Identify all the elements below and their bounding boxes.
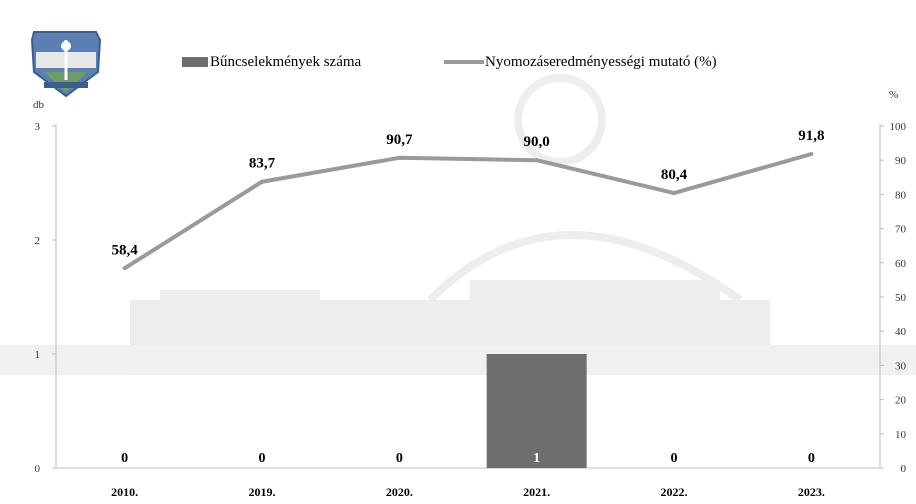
bar-series [486, 354, 587, 468]
bar-value-label: 0 [121, 451, 128, 466]
line-point [534, 158, 539, 163]
chart-legend: Bűncselekmények száma Nyomozáseredményes… [182, 54, 717, 70]
right-tick-label: 80 [895, 189, 907, 201]
legend-bar-label: Bűncselekmények száma [210, 54, 362, 70]
x-tick-label: 2019. [249, 485, 276, 499]
line-value-label: 90,0 [524, 134, 550, 150]
line-point [397, 155, 402, 160]
legend-bar-swatch [182, 57, 208, 67]
right-tick-label: 50 [895, 292, 907, 304]
left-tick-label: 2 [35, 235, 41, 247]
line-point [672, 191, 676, 196]
line-point [809, 152, 814, 157]
legend-line-label: Nyomozáseredményességi mutató (%) [485, 54, 717, 70]
bar-value-label: 0 [396, 451, 403, 466]
right-tick-label: 40 [895, 326, 907, 338]
x-tick-label: 2021. [523, 485, 550, 499]
bar-value-label: 0 [259, 451, 266, 466]
bar-value-label: 1 [533, 451, 540, 466]
line-point [260, 179, 264, 184]
police-badge-icon [30, 31, 102, 98]
left-tick-label: 3 [35, 121, 41, 133]
left-tick-label: 1 [35, 349, 41, 361]
bar-value-label: 0 [808, 451, 815, 466]
bar [486, 354, 587, 468]
data-labels: 0 0 0 1 0 0 58,4 83,7 90,7 90,0 80,4 91,8 [112, 128, 825, 466]
right-tick-label: 0 [901, 463, 907, 475]
right-tick-label: 90 [895, 155, 907, 167]
x-tick-label: 2020. [386, 485, 413, 499]
line-path [123, 152, 812, 270]
line-point [122, 266, 127, 271]
line-value-label: 91,8 [798, 128, 824, 144]
x-tick-label: 2022. [661, 485, 688, 499]
right-tick-label: 20 [895, 395, 907, 407]
line-value-label: 58,4 [112, 242, 139, 258]
right-tick-label: 10 [895, 429, 907, 441]
line-value-label: 80,4 [661, 167, 688, 183]
left-axis-label: db [33, 99, 45, 111]
line-series [122, 152, 814, 271]
x-tick-label: 2010. [111, 485, 138, 499]
line-value-label: 83,7 [249, 156, 276, 172]
line-value-label: 90,7 [386, 132, 413, 148]
right-tick-label: 70 [895, 224, 907, 236]
right-tick-label: 100 [890, 121, 907, 133]
building-watermark [0, 74, 916, 375]
right-axis-label: % [889, 89, 898, 101]
right-tick-label: 60 [895, 258, 907, 270]
bar-value-label: 0 [671, 451, 678, 466]
right-tick-label: 30 [895, 360, 907, 372]
x-tick-label: 2023. [798, 485, 825, 499]
left-tick-label: 0 [35, 463, 41, 475]
